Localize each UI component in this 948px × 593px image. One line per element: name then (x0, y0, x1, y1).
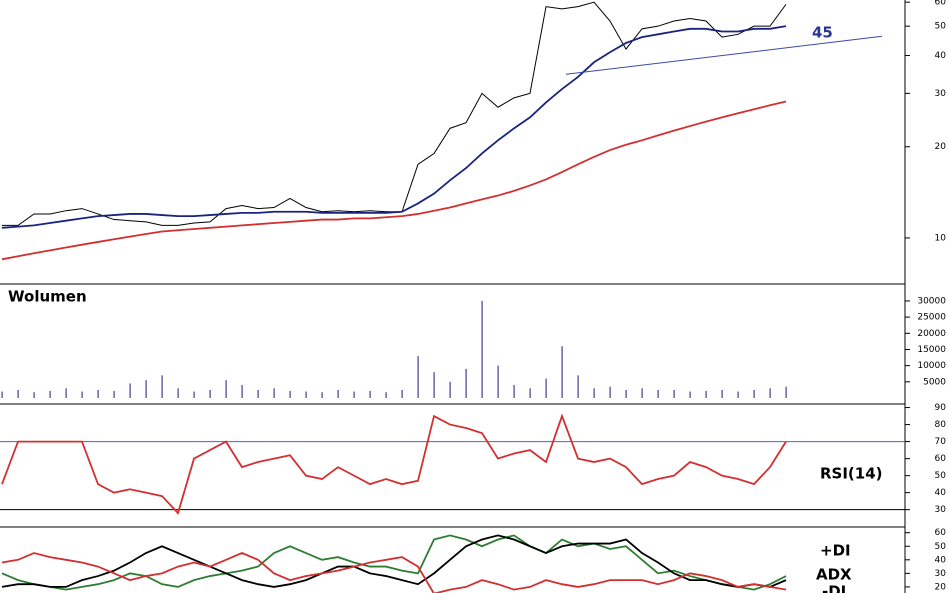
volume-bar (369, 390, 371, 398)
volume-bar (529, 388, 531, 398)
volume-bar (193, 391, 195, 398)
y-tick-label: 50 (935, 471, 947, 481)
trendline (565, 35, 883, 75)
volume-bar (561, 346, 563, 398)
volume-bar (161, 375, 163, 398)
y-tick-label: 60 (935, 528, 947, 538)
volume-bar (753, 389, 755, 398)
series-line (1, 534, 787, 591)
volume-bar (129, 383, 131, 398)
series-line (1, 25, 787, 229)
y-tick-label: 90 (935, 403, 947, 413)
y-tick-label: 10000 (917, 361, 946, 371)
series-line (1, 413, 787, 515)
y-tick-label: 80 (935, 420, 947, 430)
volume-bar (641, 388, 643, 398)
volume-bar (625, 389, 627, 398)
y-tick-label: 40 (935, 488, 947, 498)
y-tick-label: 5000 (923, 377, 946, 387)
volume-bar (689, 391, 691, 398)
legend-label: +DI (820, 542, 851, 560)
volume-bar (769, 388, 771, 398)
y-tick-label: 30000 (917, 296, 946, 306)
volume-bar (673, 389, 675, 398)
volume-bar (321, 392, 323, 398)
volume-bar (97, 389, 99, 398)
y-tick-label: 40 (935, 555, 947, 565)
volume-bar (305, 391, 307, 398)
volume-bar (449, 381, 451, 398)
volume-bar (465, 368, 467, 398)
volume-bar (1, 391, 3, 398)
volume-bar (481, 300, 483, 398)
y-tick-label: 20 (935, 582, 947, 592)
volume-bar (385, 392, 387, 398)
y-tick-label: 30 (935, 89, 947, 99)
volume-bar (593, 388, 595, 398)
y-tick-label: 15000 (917, 345, 946, 355)
volume-bar (113, 390, 115, 398)
volume-bar (225, 380, 227, 398)
y-tick-label: 70 (935, 437, 947, 447)
volume-bar (17, 389, 19, 398)
volume-bar (609, 386, 611, 398)
series-line (1, 100, 787, 261)
volume-bar (49, 390, 51, 398)
volume-bar (545, 378, 547, 398)
y-tick-label: 20000 (917, 329, 946, 339)
volume-bar (353, 391, 355, 398)
volume-bar (785, 386, 787, 398)
volume-bar (241, 385, 243, 398)
y-tick-label: 25000 (917, 313, 946, 323)
y-tick-label: 40 (935, 51, 947, 61)
volume-bar (257, 389, 259, 398)
volume-bar (81, 391, 83, 398)
volume-bar (513, 385, 515, 398)
volume-bar (497, 365, 499, 398)
volume-bar (273, 388, 275, 398)
volume-bar (401, 389, 403, 398)
volume-bar (145, 380, 147, 398)
y-tick-label: 20 (935, 142, 947, 152)
volume-bar (209, 389, 211, 398)
volume-bar (721, 389, 723, 398)
legend-label: -DI (822, 583, 846, 593)
volume-bar (657, 389, 659, 398)
legend-label: ADX (816, 566, 852, 584)
y-tick-label: 30 (935, 505, 947, 515)
y-tick-label: 50 (935, 22, 947, 32)
y-tick-label: 30 (935, 569, 947, 579)
trendline-label: 45 (812, 24, 833, 42)
panel-title: Wolumen (8, 288, 87, 306)
volume-bar (65, 388, 67, 398)
volume-bar (177, 388, 179, 398)
series-line (1, 534, 787, 588)
y-tick-label: 60 (935, 454, 947, 464)
y-tick-label: 50 (935, 542, 947, 552)
volume-bar (737, 391, 739, 398)
volume-bar (33, 392, 35, 398)
volume-bar (433, 372, 435, 398)
y-tick-label: 10 (935, 233, 947, 243)
volume-bar (417, 355, 419, 398)
panel-title: RSI(14) (820, 465, 883, 483)
volume-bar (577, 375, 579, 398)
volume-bar (337, 389, 339, 398)
series-line (1, 552, 787, 593)
volume-bar (289, 390, 291, 398)
volume-bar (705, 390, 707, 398)
y-tick-label: 60 (935, 0, 947, 8)
